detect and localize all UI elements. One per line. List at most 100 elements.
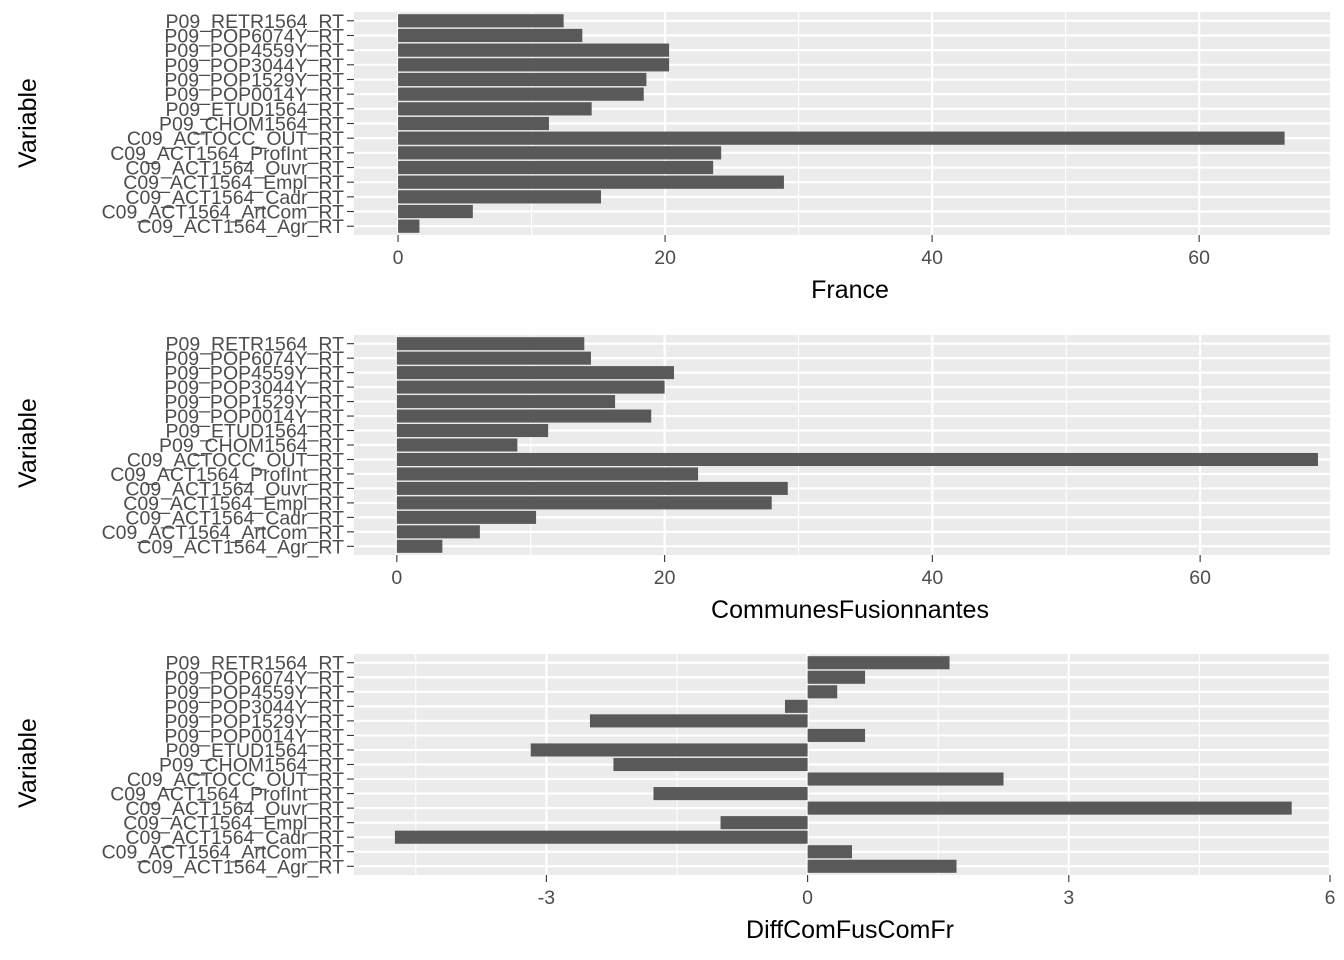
y-tick-label: C09_ACT1564_ProfInt_RT (110, 464, 344, 486)
y-tick-label: C09_ACT1564_Cadr_RT (125, 827, 344, 849)
bar-P09_POP3044Y_RT (396, 380, 665, 394)
y-tick-label: C09_ACT1564_Empl_RT (123, 493, 344, 515)
bar-P09_POP3044Y_RT (398, 58, 670, 72)
bar-P09_POP4559Y_RT (398, 43, 670, 57)
bar-P09_POP6074Y_RT (807, 670, 866, 684)
y-tick-label: C09_ACT1564_Agr_RT (137, 856, 344, 878)
bar-P09_POP4559Y_RT (807, 685, 838, 699)
y-tick-label: P09_RETR1564_RT (166, 11, 345, 33)
bar-C09_ACT1564_Ouvr_RT (807, 801, 1292, 815)
bar-P09_RETR1564_RT (396, 337, 585, 351)
y-tick-label: P09_POP6074Y_RT (164, 348, 344, 370)
y-tick-label: C09_ACT1564_Ouvr_RT (125, 798, 344, 820)
y-tick-label: P09_POP0014Y_RT (164, 406, 344, 428)
bar-C09_ACTOCC_OUT_RT (807, 772, 1004, 786)
chart-panel-3: P09_RETR1564_RTP09_POP6074Y_RTP09_POP455… (14, 653, 1335, 944)
x-tick-label: -3 (538, 887, 555, 909)
y-tick-label: P09_POP3044Y_RT (164, 696, 344, 718)
chart-panel-1: P09_RETR1564_RTP09_POP6074Y_RTP09_POP455… (14, 11, 1330, 304)
x-tick-label: 60 (1188, 247, 1210, 269)
x-axis-title: CommunesFusionnantes (711, 596, 989, 624)
x-tick-label: 20 (654, 567, 676, 589)
bar-C09_ACT1564_Cadr_RT (396, 510, 537, 524)
x-tick-label: 3 (1063, 887, 1074, 909)
bar-C09_ACT1564_ArtCom_RT (807, 845, 853, 859)
bar-C09_ACT1564_Ouvr_RT (396, 481, 788, 495)
y-tick-label: P09_ETUD1564_RT (166, 421, 345, 443)
bar-C09_ACT1564_ProfInt_RT (653, 787, 808, 801)
bar-P09_POP1529Y_RT (589, 714, 808, 728)
y-tick-label: P09_ETUD1564_RT (166, 99, 345, 121)
y-tick-label: P09_POP3044Y_RT (164, 377, 344, 399)
bar-P09_POP1529Y_RT (396, 395, 616, 409)
bar-C09_ACT1564_Agr_RT (398, 219, 420, 233)
x-tick-label: 6 (1325, 887, 1336, 909)
bar-C09_ACT1564_Empl_RT (398, 175, 784, 189)
bar-C09_ACT1564_Cadr_RT (394, 830, 808, 844)
x-tick-label: 40 (922, 567, 944, 589)
x-tick-label: 60 (1189, 567, 1211, 589)
x-tick-label: 0 (802, 887, 813, 909)
y-tick-label: C09_ACT1564_Empl_RT (123, 813, 344, 835)
y-tick-label: P09_POP0014Y_RT (164, 725, 344, 747)
y-tick-label: P09_RETR1564_RT (166, 334, 345, 356)
y-tick-label: P09_POP0014Y_RT (164, 84, 344, 106)
y-tick-label: C09_ACTOCC_OUT_RT (127, 128, 344, 150)
y-axis-title: Variable (14, 398, 42, 488)
bar-P09_CHOM1564_RT (396, 438, 518, 452)
bar-C09_ACT1564_Empl_RT (720, 816, 808, 830)
bar-P09_POP4559Y_RT (396, 366, 674, 380)
bar-C09_ACT1564_Agr_RT (807, 859, 957, 873)
bar-C09_ACT1564_Empl_RT (396, 496, 772, 510)
bar-P09_POP0014Y_RT (398, 87, 644, 101)
bar-P09_CHOM1564_RT (613, 757, 808, 772)
y-axis-title: Variable (14, 718, 42, 808)
y-tick-label: P09_POP6074Y_RT (164, 25, 344, 47)
y-tick-label: P09_RETR1564_RT (166, 653, 345, 675)
bar-C09_ACT1564_ProfInt_RT (396, 467, 699, 481)
bar-P09_POP6074Y_RT (396, 351, 591, 365)
y-tick-label: P09_ETUD1564_RT (166, 740, 345, 762)
y-tick-label: P09_POP6074Y_RT (164, 667, 344, 689)
bar-C09_ACT1564_Agr_RT (396, 539, 443, 553)
bar-P09_POP3044Y_RT (784, 699, 808, 713)
y-tick-label: C09_ACT1564_Cadr_RT (125, 187, 344, 209)
y-tick-label: C09_ACT1564_ProfInt_RT (110, 784, 344, 806)
x-tick-label: 40 (921, 247, 943, 269)
y-tick-label: C09_ACT1564_ArtCom_RT (102, 522, 345, 544)
x-tick-label: 0 (391, 567, 402, 589)
x-axis-title: DiffComFusComFr (746, 916, 954, 944)
y-tick-label: P09_POP1529Y_RT (164, 711, 344, 733)
bar-C09_ACT1564_ArtCom_RT (396, 525, 480, 539)
bar-P09_POP6074Y_RT (398, 28, 583, 43)
bar-P09_POP0014Y_RT (396, 409, 652, 423)
bar-C09_ACT1564_ProfInt_RT (398, 146, 722, 160)
x-axis-title: France (811, 276, 889, 304)
y-tick-label: C09_ACT1564_Agr_RT (137, 216, 344, 238)
y-tick-label: C09_ACTOCC_OUT_RT (127, 769, 344, 791)
y-tick-label: P09_POP3044Y_RT (164, 55, 344, 77)
y-tick-label: C09_ACT1564_Ouvr_RT (125, 158, 344, 180)
y-tick-label: P09_POP1529Y_RT (164, 69, 344, 91)
bar-P09_CHOM1564_RT (398, 116, 549, 131)
bar-P09_RETR1564_RT (807, 656, 950, 670)
bar-P09_POP0014Y_RT (807, 728, 866, 742)
y-tick-label: P09_CHOM1564_RT (159, 435, 344, 457)
y-tick-label: C09_ACTOCC_OUT_RT (127, 449, 344, 471)
y-tick-label: P09_POP4559Y_RT (164, 682, 344, 704)
y-tick-label: C09_ACT1564_ArtCom_RT (102, 842, 345, 864)
y-tick-label: P09_CHOM1564_RT (159, 755, 344, 777)
y-tick-label: P09_POP4559Y_RT (164, 363, 344, 385)
y-tick-label: C09_ACT1564_Cadr_RT (125, 507, 344, 529)
bar-C09_ACT1564_Ouvr_RT (398, 160, 714, 175)
y-tick-label: C09_ACT1564_Empl_RT (123, 172, 344, 194)
y-tick-label: C09_ACT1564_ProfInt_RT (110, 143, 344, 165)
y-tick-label: P09_POP1529Y_RT (164, 392, 344, 414)
y-tick-label: P09_POP4559Y_RT (164, 40, 344, 62)
bar-C09_ACT1564_Cadr_RT (398, 190, 602, 204)
bar-C09_ACTOCC_OUT_RT (396, 452, 1318, 466)
bar-C09_ACT1564_ArtCom_RT (398, 204, 473, 219)
chart-panel-2: P09_RETR1564_RTP09_POP6074Y_RTP09_POP455… (14, 334, 1330, 624)
x-tick-label: 20 (654, 247, 676, 269)
